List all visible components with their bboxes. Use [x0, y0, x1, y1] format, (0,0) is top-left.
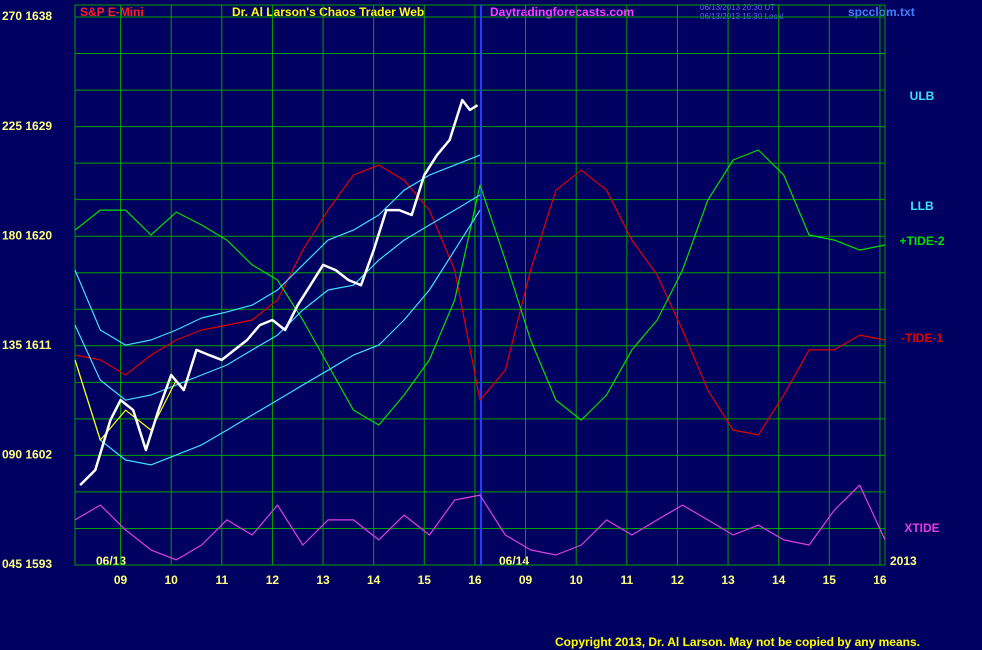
x-tick-label: 13: [721, 573, 735, 587]
date-label: 2013: [890, 554, 917, 568]
legend-label: -TIDE-1: [901, 331, 943, 345]
series-line: [74, 164, 886, 436]
x-tick-label: 15: [823, 573, 837, 587]
x-tick-label: 13: [316, 573, 330, 587]
y-tick-label: 270 1638: [2, 9, 52, 23]
chart-title: Dr. Al Larson's Chaos Trader Web: [232, 5, 424, 19]
series-line: [74, 154, 481, 346]
x-tick-label: 09: [114, 573, 128, 587]
y-tick-label: 090 1602: [2, 448, 52, 462]
x-tick-label: 12: [266, 573, 280, 587]
series-line: [74, 484, 886, 561]
file-name: spcclom.txt: [848, 5, 915, 19]
date-label: 06/13: [96, 554, 126, 568]
x-tick-label: 14: [772, 573, 786, 587]
date-label: 06/14: [499, 554, 529, 568]
legend-label: +TIDE-2: [899, 234, 944, 248]
x-tick-label: 12: [671, 573, 685, 587]
x-tick-label: 15: [418, 573, 432, 587]
instrument: S&P E-Mini: [80, 5, 144, 19]
y-tick-label: 180 1620: [2, 228, 52, 242]
x-tick-label: 11: [215, 573, 228, 587]
series-line: [74, 194, 481, 401]
timestamp: 06/13/2013 20:30 UT: [700, 3, 775, 12]
price-line: [79, 98, 479, 486]
y-tick-label: 135 1611: [2, 338, 52, 352]
y-tick-label: 045 1593: [2, 557, 52, 571]
x-tick-label: 10: [570, 573, 584, 587]
x-tick-label: 09: [519, 573, 533, 587]
legend-label: XTIDE: [904, 521, 939, 535]
series-line: [74, 359, 177, 441]
series-line: [74, 209, 481, 466]
x-tick-label: 10: [165, 573, 179, 587]
x-tick-label: 16: [468, 573, 482, 587]
plot-frame: [74, 4, 886, 566]
y-tick-label: 225 1629: [2, 119, 52, 133]
legend-label: LLB: [910, 199, 934, 213]
x-tick-label: 16: [873, 573, 887, 587]
copyright: Copyright 2013, Dr. Al Larson. May not b…: [555, 635, 920, 649]
series-line: [74, 149, 886, 426]
x-tick-label: 11: [620, 573, 633, 587]
legend-label: ULB: [910, 89, 935, 103]
x-tick-label: 14: [367, 573, 381, 587]
